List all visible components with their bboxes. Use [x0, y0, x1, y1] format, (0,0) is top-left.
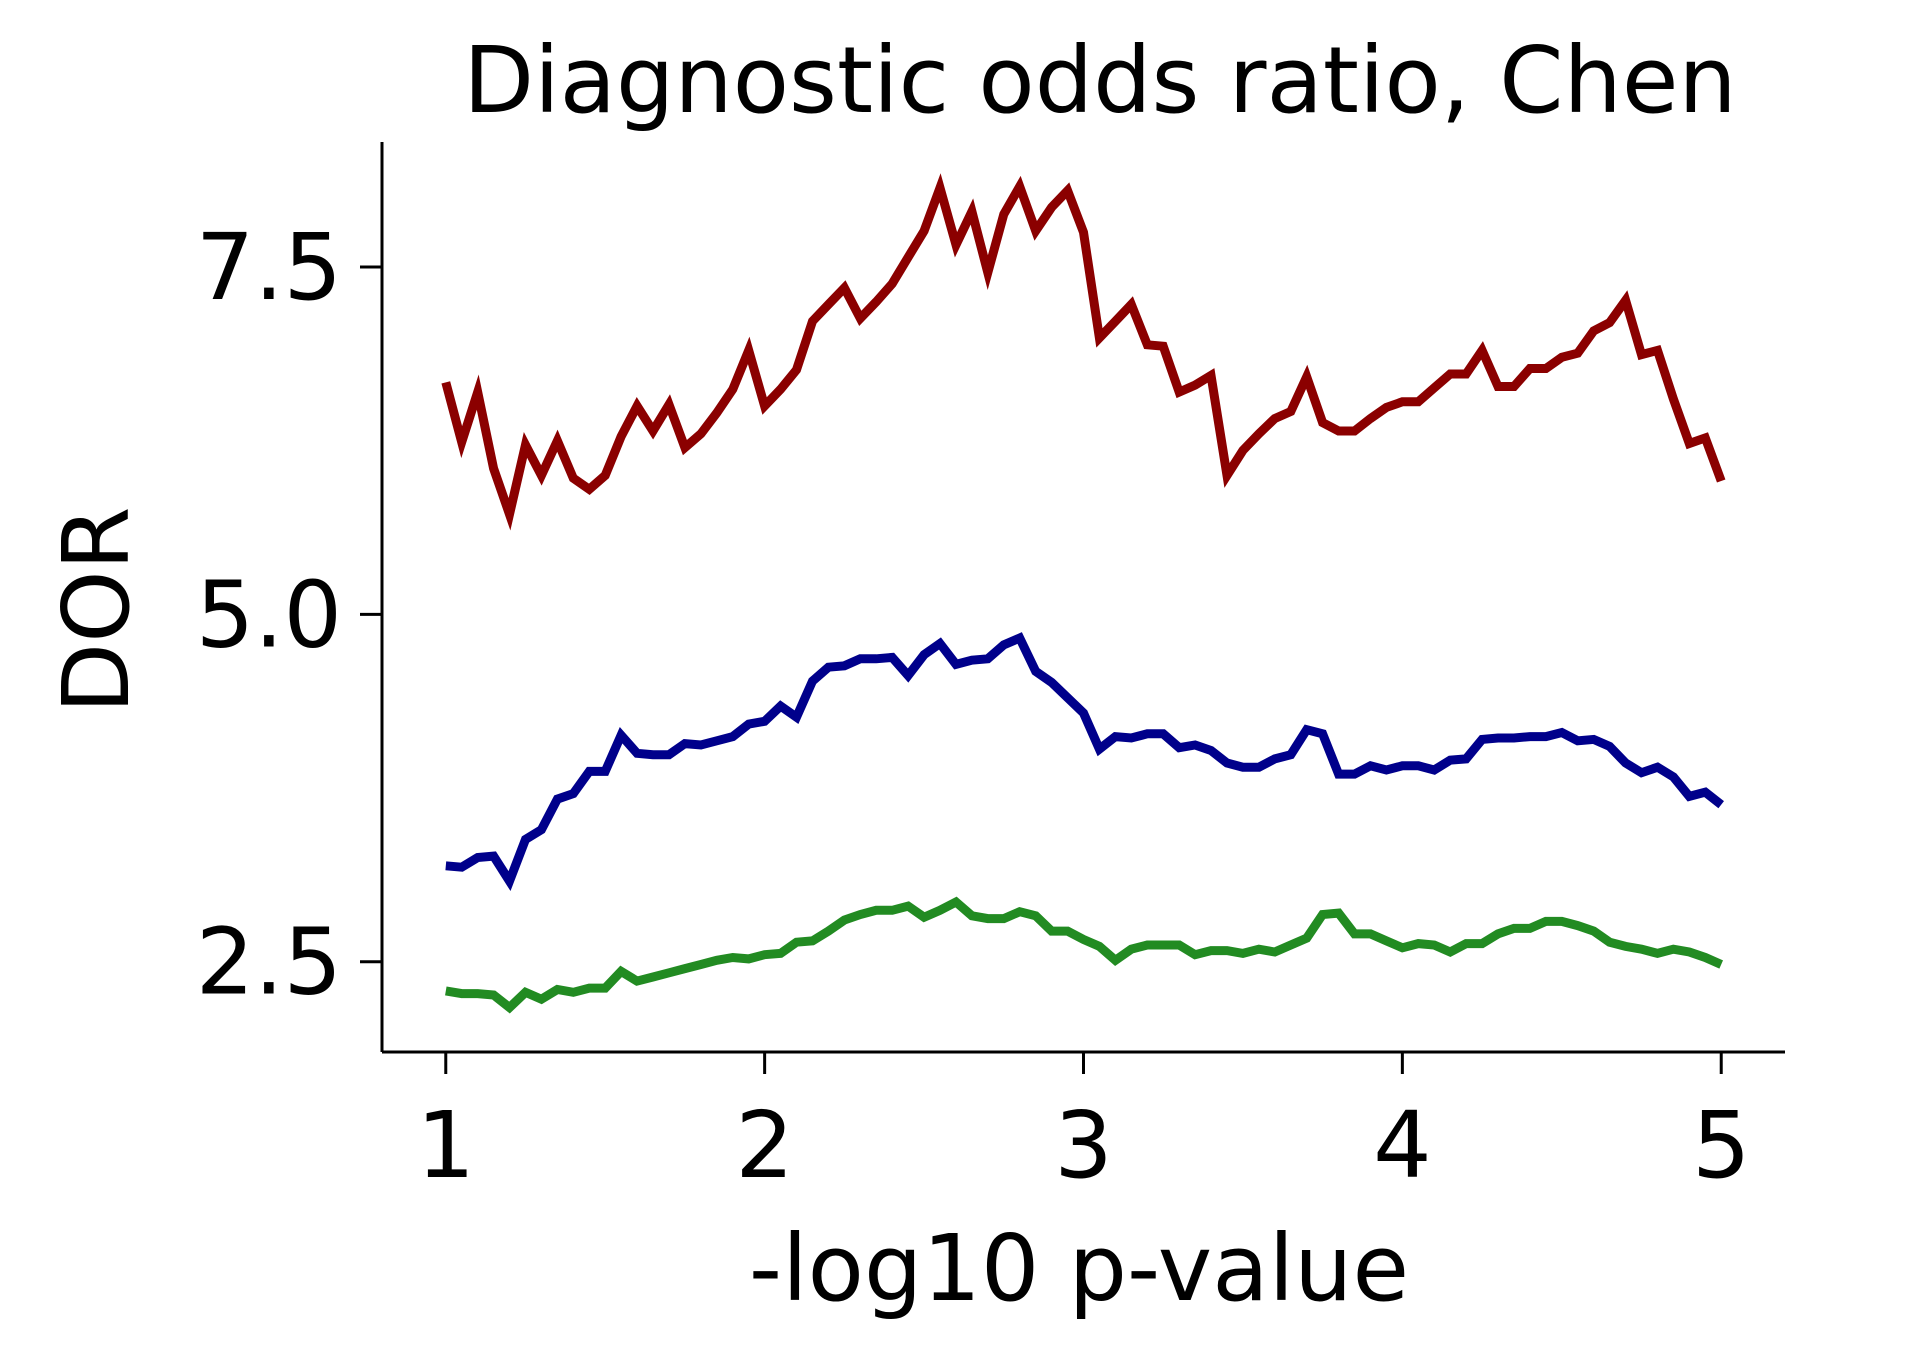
- x-tick-label: 2: [735, 1092, 794, 1199]
- x-tick-label: 5: [1692, 1092, 1751, 1199]
- x-tick-label: 1: [416, 1092, 475, 1199]
- y-tick-label: 2.5: [196, 909, 342, 1016]
- series-line-3: [445, 896, 1724, 1014]
- series-line-2: [445, 632, 1724, 892]
- series-line-1: [441, 173, 1726, 531]
- plot-area: 2.5 5.0 7.5 1 2 3 4 5: [196, 142, 1785, 1199]
- y-tick-label: 5.0: [196, 561, 342, 668]
- y-axis-label: DOR: [43, 506, 150, 713]
- x-tick-label: 3: [1054, 1092, 1113, 1199]
- y-tick-label: 7.5: [196, 214, 342, 321]
- chart-title: Diagnostic odds ratio, Chen: [463, 27, 1737, 134]
- x-axis-label: -log10 p-value: [749, 1215, 1409, 1322]
- x-tick-label: 4: [1373, 1092, 1432, 1199]
